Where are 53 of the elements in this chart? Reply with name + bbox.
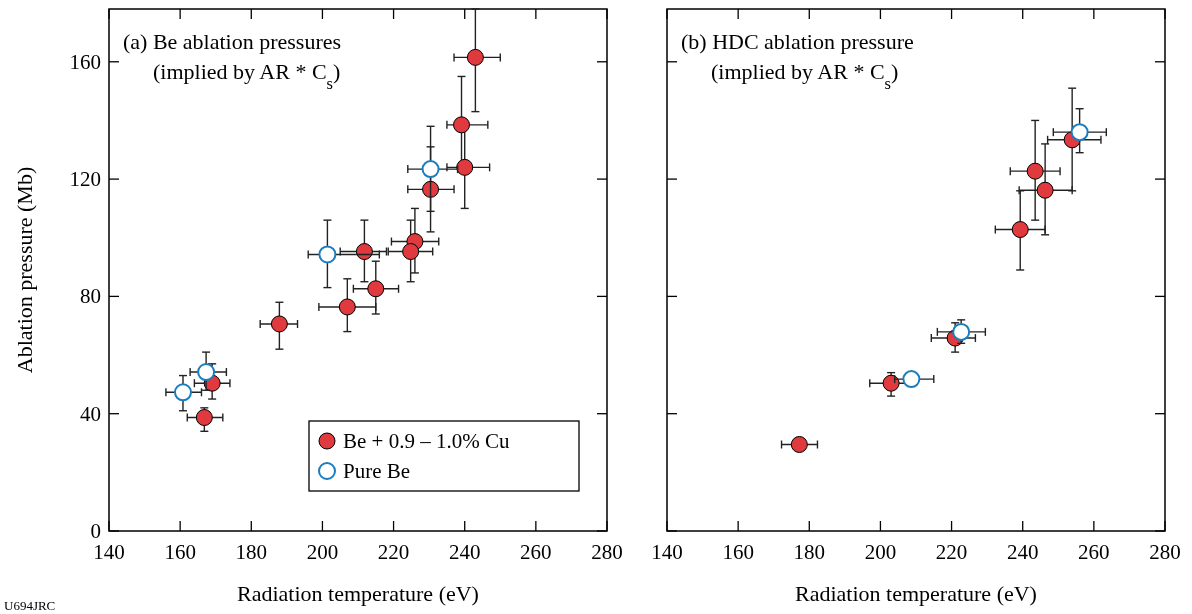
text: U694JRC <box>4 598 56 613</box>
point <box>456 158 474 176</box>
y-tick-label: 40 <box>80 401 101 426</box>
point <box>195 409 213 427</box>
point <box>402 243 420 261</box>
text: (implied by AR * C$_{s}$) <box>153 59 341 93</box>
point <box>421 160 440 179</box>
x-tick-label: 280 <box>591 540 623 564</box>
point <box>318 245 337 264</box>
point <box>902 370 921 389</box>
y-tick-label: 160 <box>69 49 101 74</box>
x-tick-label: 200 <box>306 540 339 564</box>
point <box>197 363 216 382</box>
point <box>338 298 356 316</box>
x-tick-label: 280 <box>1149 540 1181 564</box>
y-tick-label: 120 <box>69 167 101 192</box>
y-tick-label: 80 <box>80 284 101 309</box>
point <box>453 116 471 134</box>
x-tick-label: 160 <box>722 540 754 564</box>
point <box>952 322 971 341</box>
point <box>882 374 900 392</box>
point <box>270 315 288 333</box>
x-axis-title: Radiation temperature (eV) <box>237 581 479 606</box>
text: (b) HDC ablation pressure <box>681 29 914 54</box>
point <box>355 243 373 261</box>
text: (a) Be ablation pressures <box>123 29 342 54</box>
point <box>422 180 440 198</box>
point <box>1011 221 1029 239</box>
x-tick-label: 140 <box>651 540 683 564</box>
point <box>1026 162 1044 180</box>
legend-label: Pure Be <box>343 459 411 483</box>
y-axis-title: Ablation pressure (Mb) <box>12 166 37 374</box>
x-tick-label: 220 <box>935 540 968 564</box>
point <box>790 435 808 453</box>
x-tick-label: 240 <box>1006 540 1039 564</box>
x-tick-label: 260 <box>1078 540 1110 564</box>
x-tick-label: 140 <box>93 540 125 564</box>
x-tick-label: 220 <box>377 540 410 564</box>
x-tick-label: 180 <box>793 540 826 564</box>
y-tick-label: 0 <box>90 519 101 543</box>
legend-label: Be + 0.9 – 1.0% Cu <box>343 429 510 453</box>
point <box>1070 123 1089 142</box>
x-tick-label: 200 <box>864 540 897 564</box>
point <box>173 383 192 402</box>
x-tick-label: 260 <box>520 540 552 564</box>
point <box>1036 181 1054 199</box>
x-tick-label: 160 <box>164 540 196 564</box>
point <box>367 280 385 298</box>
x-tick-label: 240 <box>448 540 481 564</box>
text: (implied by AR * C$_{s}$) <box>711 59 899 93</box>
x-tick-label: 180 <box>235 540 268 564</box>
x-axis-title: Radiation temperature (eV) <box>795 581 1037 606</box>
point <box>466 48 484 66</box>
